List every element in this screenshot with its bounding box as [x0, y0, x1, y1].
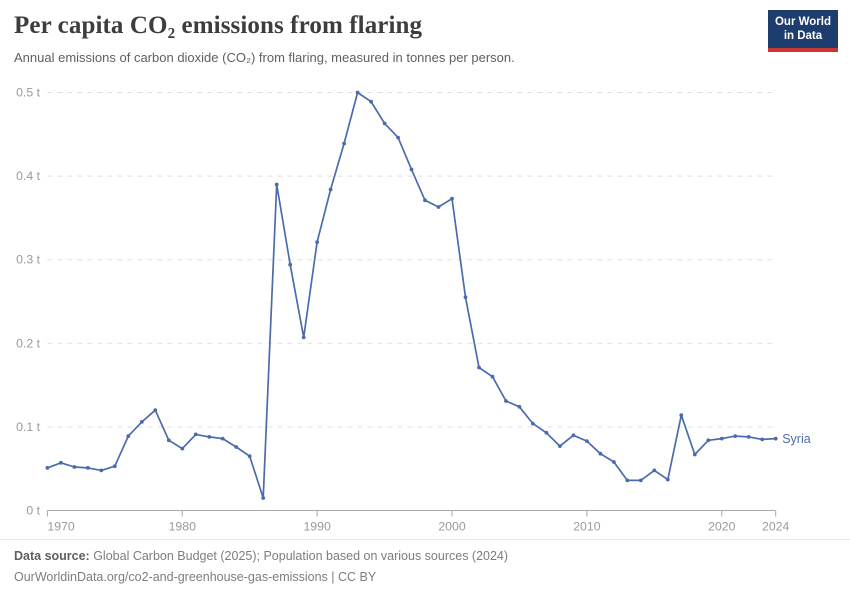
data-point [409, 167, 414, 172]
data-point [315, 240, 319, 245]
data-point [72, 465, 77, 469]
series-line-syria [47, 91, 776, 499]
data-point [99, 468, 104, 473]
x-axis-label: 2000 [438, 520, 466, 534]
data-point [598, 451, 603, 456]
entity-label-syria[interactable]: Syria [782, 432, 811, 446]
x-axis-label: 2010 [573, 520, 601, 534]
data-point [126, 434, 131, 438]
data-point [247, 454, 252, 459]
data-point [477, 365, 481, 370]
data-point [423, 198, 427, 203]
chart-subtitle: Annual emissions of carbon dioxide (CO₂)… [14, 49, 515, 65]
data-source-label: Data source: [14, 549, 90, 563]
data-point [220, 436, 225, 441]
data-point [112, 464, 117, 469]
owid-logo: Our World in Data [767, 10, 838, 52]
data-point [355, 90, 360, 95]
data-point [382, 121, 387, 126]
owid-logo-text-line2: in Data [783, 30, 823, 43]
footer-separator: | [327, 569, 339, 584]
x-axis-label: 1970 [47, 520, 75, 534]
x-axis-label: 2024 [762, 520, 790, 534]
data-point [652, 468, 657, 473]
data-point [638, 478, 643, 483]
data-point [612, 460, 616, 464]
chart-header: Per capita CO₂ emissions from flaring An… [14, 12, 754, 65]
data-point [531, 421, 535, 426]
data-source-text: Global Carbon Budget (2025); Population … [89, 549, 509, 563]
data-point [369, 99, 373, 104]
data-point [571, 433, 576, 438]
data-point [558, 444, 562, 448]
page-title: Per capita CO₂ emissions from flaring [14, 12, 423, 39]
data-point [396, 135, 400, 140]
data-point [746, 435, 751, 439]
data-point [733, 434, 738, 438]
data-point [692, 452, 697, 457]
data-point [504, 399, 508, 403]
data-point [490, 374, 495, 379]
data-point [180, 446, 185, 451]
data-point [544, 430, 549, 435]
y-axis-label: 0.2 t [16, 336, 41, 350]
x-axis-label: 1980 [169, 520, 197, 534]
data-point [773, 436, 778, 441]
x-axis-label: 1990 [303, 520, 331, 534]
data-source-line: Data source: Global Carbon Budget (2025)… [14, 546, 836, 567]
chart-footer: Data source: Global Carbon Budget (2025)… [14, 546, 836, 587]
data-point [665, 477, 670, 482]
data-point [342, 141, 346, 146]
owid-logo-text-line1: Our World [774, 16, 831, 28]
data-point [706, 438, 711, 443]
cc-by-link[interactable]: CC BY [338, 569, 377, 584]
data-point [139, 420, 144, 424]
data-point [274, 182, 279, 187]
x-axis-label: 2020 [708, 520, 736, 534]
y-axis-label: 0 t [26, 504, 40, 518]
data-point [207, 435, 212, 439]
data-point [261, 496, 266, 500]
data-point [625, 478, 630, 483]
data-point [153, 408, 158, 413]
y-axis-label: 0.5 t [16, 86, 41, 100]
data-point [679, 413, 684, 418]
line-chart[interactable]: 0 t 0.1 t 0.2 t 0.3 t 0.4 t 0.5 t 1970 1980 1990… [0, 80, 850, 540]
data-point [193, 432, 198, 437]
data-point [328, 187, 333, 192]
license-line: OurWorldinData.org/co2-and-greenhouse-ga… [14, 567, 836, 588]
data-point [517, 404, 522, 409]
data-point [585, 439, 589, 443]
data-point [234, 445, 239, 449]
data-point [436, 205, 441, 209]
data-point [45, 466, 50, 470]
data-point [450, 196, 454, 201]
data-point [463, 295, 468, 300]
data-point [59, 460, 63, 465]
owid-url-link[interactable]: OurWorldinData.org/co2-and-greenhouse-ga… [14, 569, 328, 584]
data-point [760, 437, 765, 442]
data-point [166, 438, 171, 443]
data-point [301, 335, 306, 340]
y-axis-label: 0.1 t [16, 420, 41, 434]
data-point [288, 262, 293, 267]
footer-divider [0, 539, 850, 540]
data-point [719, 436, 724, 441]
y-axis-label: 0.4 t [16, 169, 41, 183]
data-point [86, 466, 90, 470]
y-axis-label: 0.3 t [16, 253, 41, 267]
